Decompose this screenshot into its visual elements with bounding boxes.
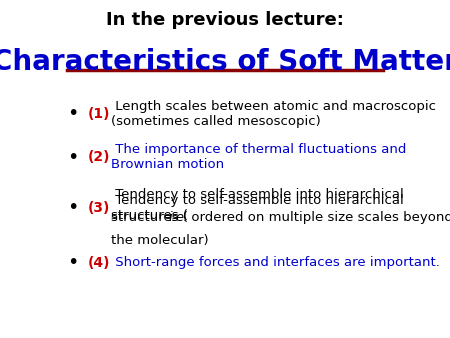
Text: •: • xyxy=(68,148,79,167)
Text: Length scales between atomic and macroscopic
(sometimes called mesoscopic): Length scales between atomic and macrosc… xyxy=(111,100,436,128)
Text: (3): (3) xyxy=(88,200,110,215)
Text: the molecular): the molecular) xyxy=(111,234,209,247)
Text: Characteristics of Soft Matter: Characteristics of Soft Matter xyxy=(0,48,450,76)
Text: . ordered on multiple size scales beyond: . ordered on multiple size scales beyond xyxy=(183,211,450,224)
Text: Short-range forces and interfaces are important.: Short-range forces and interfaces are im… xyxy=(111,256,440,269)
Text: •: • xyxy=(68,198,79,217)
Text: •: • xyxy=(68,254,79,272)
Text: i.e: i.e xyxy=(169,211,185,224)
Text: (4): (4) xyxy=(88,256,111,270)
Text: The importance of thermal fluctuations and
Brownian motion: The importance of thermal fluctuations a… xyxy=(111,143,406,171)
Text: In the previous lecture:: In the previous lecture: xyxy=(106,11,344,29)
Text: Tendency to self-assemble into hierarchical: Tendency to self-assemble into hierarchi… xyxy=(111,189,404,201)
Text: (2): (2) xyxy=(88,150,111,164)
Text: Tendency to self-assemble into hierarchical
structures (: Tendency to self-assemble into hierarchi… xyxy=(111,194,404,221)
Text: (1): (1) xyxy=(88,107,111,121)
Text: •: • xyxy=(68,104,79,123)
Text: structures (: structures ( xyxy=(111,211,188,224)
